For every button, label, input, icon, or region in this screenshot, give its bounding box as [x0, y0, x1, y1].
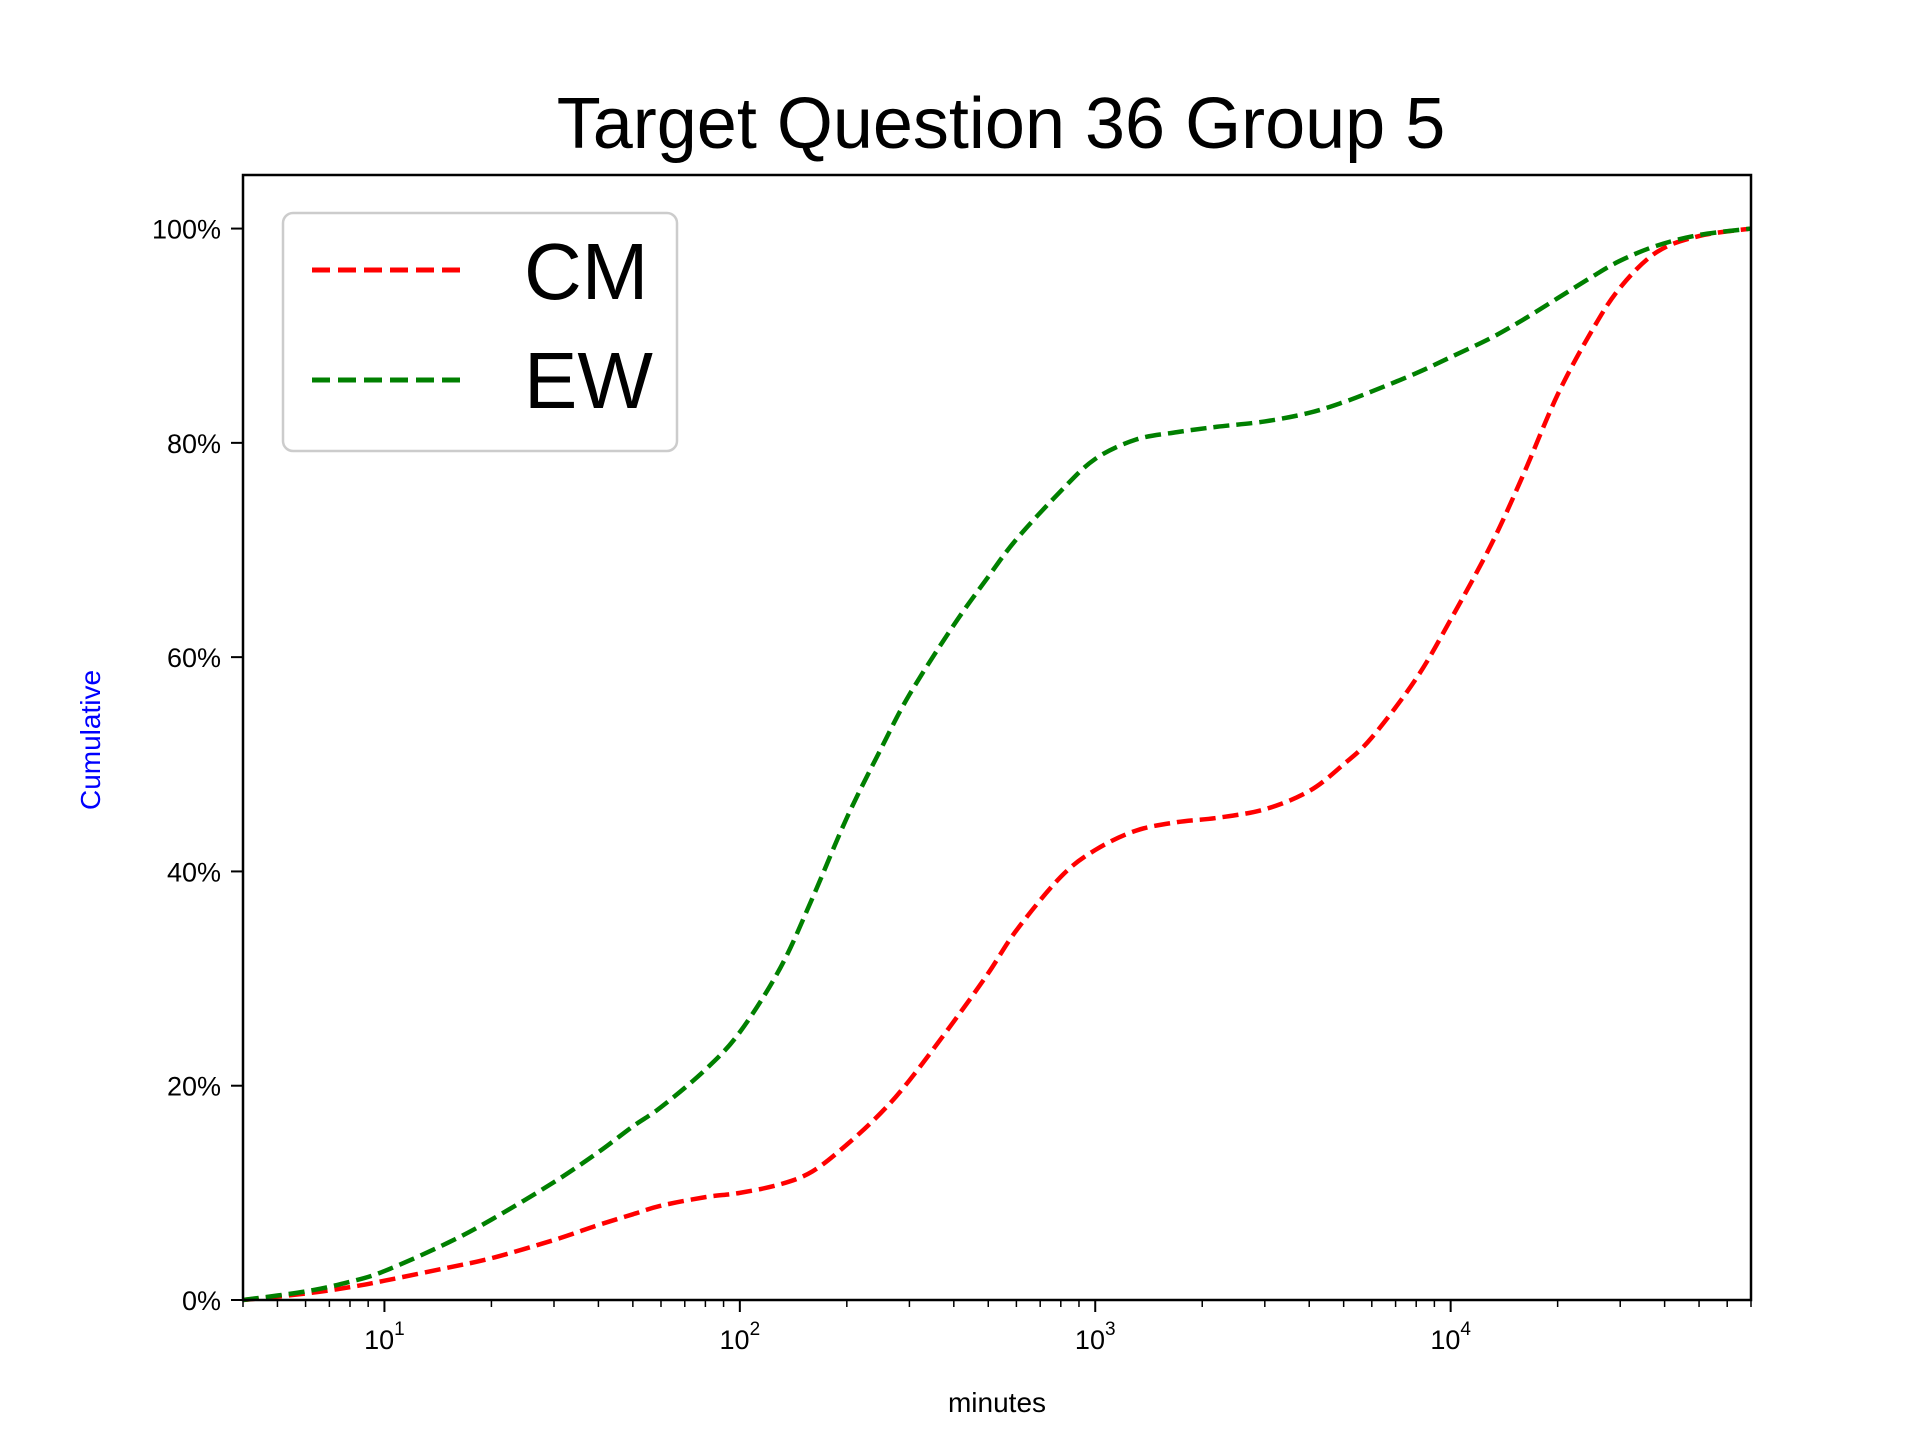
chart-title: Target Question 36 Group 5 [557, 84, 1446, 164]
data-point-ew [382, 1269, 386, 1273]
y-tick-label: 80% [167, 429, 221, 459]
data-point-cm [382, 1279, 386, 1283]
data-point-ew [1014, 537, 1018, 541]
data-point-ew [1342, 400, 1346, 404]
data-point-ew [986, 575, 990, 579]
y-tick-label: 0% [182, 1286, 221, 1316]
data-point-cm [1414, 677, 1418, 681]
data-point-ew [1215, 425, 1219, 429]
y-tick-label: 40% [167, 857, 221, 887]
data-point-cm [1215, 816, 1219, 820]
x-tick-label: 102 [720, 1319, 761, 1355]
data-point-ew [631, 1124, 635, 1128]
data-point-cm [445, 1266, 449, 1270]
data-point-ew [952, 623, 956, 627]
data-point-ew [1655, 244, 1659, 248]
series-line-ew [242, 226, 1752, 1303]
data-point-cm [631, 1212, 635, 1216]
data-point-ew [879, 746, 883, 750]
plot-series [242, 226, 1752, 1303]
series-line-cm [242, 226, 1752, 1303]
data-point-ew [596, 1150, 600, 1154]
data-point-ew [907, 693, 911, 697]
data-point-ew [1556, 296, 1560, 300]
y-tick-label: 20% [167, 1072, 221, 1102]
data-point-cm [1059, 875, 1063, 879]
data-point-ew [1059, 489, 1063, 493]
data-point-cm [1449, 618, 1453, 622]
data-point-ew [1370, 389, 1374, 393]
data-point-cm [552, 1238, 556, 1242]
x-axis-ticks: 101 102 103 104 [242, 1300, 1752, 1355]
data-point-ew [348, 1280, 352, 1284]
data-point-cm [1093, 848, 1097, 852]
data-point-cm [1134, 829, 1138, 833]
data-point-cm [489, 1256, 493, 1260]
data-point-cm [348, 1285, 352, 1289]
data-point-cm [659, 1204, 663, 1208]
data-point-ew [1414, 371, 1418, 375]
data-point-cm [703, 1195, 707, 1199]
data-point-ew [1449, 355, 1453, 359]
data-point-ew [1697, 233, 1701, 237]
data-point-ew [1521, 318, 1525, 322]
x-tick-label: 103 [1075, 1319, 1116, 1355]
data-point-cm [845, 1143, 849, 1147]
data-point-cm [1556, 393, 1560, 397]
data-point-ew [1134, 438, 1138, 442]
x-tick-label: 101 [364, 1319, 405, 1355]
y-axis-label: Cumulative [75, 670, 106, 810]
data-point-cm [1489, 543, 1493, 547]
data-point-cm [1590, 328, 1594, 332]
data-point-cm [738, 1191, 742, 1195]
data-point-cm [952, 1019, 956, 1023]
data-point-cm [810, 1169, 814, 1173]
data-point-ew [304, 1289, 308, 1293]
x-axis-label: minutes [948, 1387, 1046, 1418]
data-point-ew [1307, 411, 1311, 415]
data-point-cm [596, 1223, 600, 1227]
data-point-ew [1093, 457, 1097, 461]
plot-frame [241, 173, 1753, 1302]
data-point-ew [845, 816, 849, 820]
y-axis-ticks: 0% 20% 40% 60% 80% 100% [152, 215, 243, 1316]
data-point-ew [778, 966, 782, 970]
data-point-ew [1590, 275, 1594, 279]
data-point-ew [489, 1218, 493, 1222]
data-point-cm [907, 1078, 911, 1082]
data-point-cm [1370, 736, 1374, 740]
legend-label-ew: EW [524, 336, 653, 425]
data-point-cm [1307, 789, 1311, 793]
data-point-cm [1175, 820, 1179, 824]
data-point-ew [445, 1241, 449, 1245]
data-point-cm [879, 1111, 883, 1115]
data-point-ew [1175, 430, 1179, 434]
data-point-ew [1263, 419, 1267, 423]
data-point-cm [1521, 473, 1525, 477]
data-point-cm [778, 1182, 782, 1186]
data-point-ew [703, 1068, 707, 1072]
data-point-ew [1618, 259, 1622, 263]
data-point-cm [1263, 807, 1267, 811]
data-point-ew [738, 1030, 742, 1034]
data-point-ew [1489, 336, 1493, 340]
data-point-ew [810, 896, 814, 900]
data-point-cm [1618, 286, 1622, 290]
data-point-cm [986, 971, 990, 975]
legend-label-cm: CM [524, 227, 648, 316]
x-tick-label: 104 [1430, 1319, 1471, 1355]
data-point-cm [1014, 928, 1018, 932]
data-point-cm [1655, 250, 1659, 254]
y-tick-label: 100% [152, 215, 221, 245]
legend: CM EW [281, 211, 679, 453]
y-tick-label: 60% [167, 643, 221, 673]
data-point-ew [659, 1105, 663, 1109]
data-point-ew [552, 1180, 556, 1184]
data-point-cm [1342, 762, 1346, 766]
